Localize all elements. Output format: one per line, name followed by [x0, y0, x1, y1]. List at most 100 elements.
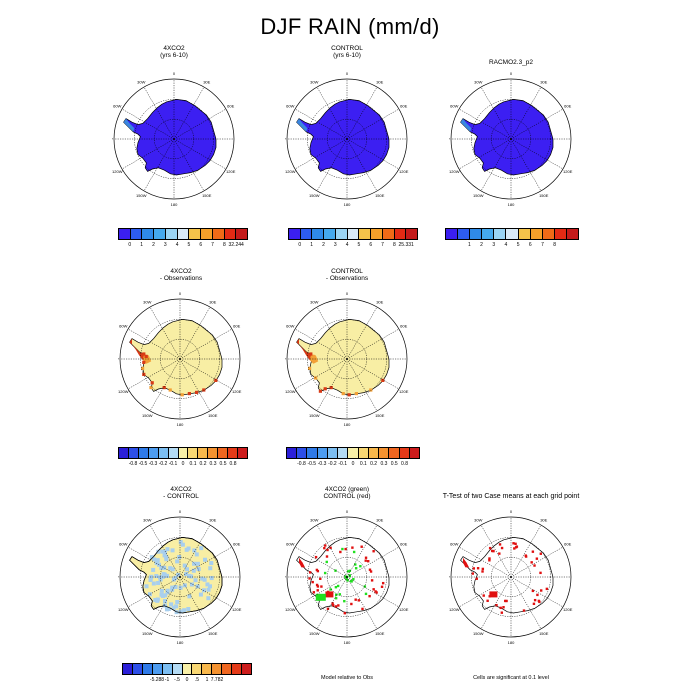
diff-cell — [203, 557, 208, 562]
sig-green-cell — [359, 565, 362, 568]
colorbar-cell — [128, 448, 139, 458]
diff-cell — [186, 607, 191, 612]
diff-cell — [158, 577, 163, 582]
colorbar-cell — [154, 229, 166, 239]
colorbar-tick-label: 0.3 — [380, 461, 388, 467]
sig-cell — [513, 547, 516, 550]
sig-cell — [308, 577, 311, 580]
colorbar-cell — [142, 664, 153, 674]
sig-cell — [350, 602, 353, 606]
colorbar-cell — [394, 229, 407, 239]
colorbar-cell — [236, 229, 248, 239]
colorbar-tick-label: 0.8 — [401, 461, 409, 467]
longitude-label: 30W — [143, 518, 151, 523]
panel-title: RACMO2.3_p2 — [488, 59, 534, 66]
sig-cell — [481, 567, 485, 571]
sig-cell — [325, 555, 329, 558]
sig-cell — [311, 580, 314, 584]
map-ttest: 030E60E90E120E150E180150W120W90W60W30W — [449, 509, 573, 645]
diff-cell — [182, 563, 187, 568]
sig-cell — [370, 579, 374, 582]
sig-cell — [360, 545, 363, 548]
colorbar-cell — [232, 664, 243, 674]
edge-cell — [309, 352, 313, 356]
colorbar-tick-label: -0.8 — [128, 461, 138, 467]
diff-cell — [170, 587, 175, 592]
longitude-label: 180 — [177, 422, 184, 427]
colorbar-cell — [152, 664, 163, 674]
sig-cell — [323, 546, 326, 550]
colorbar-4xco2-minus-obs: -0.8 -0.5 -0.3 -0.2 -0.1 0 0.1 0.2 0.3 0.5 0.8 — [118, 447, 248, 467]
colorbar-tick-label: 0 — [128, 242, 132, 248]
sig-cell — [491, 549, 494, 553]
sig-cell — [319, 577, 322, 581]
longitude-label: 150E — [208, 631, 218, 636]
grid-meridian — [121, 138, 175, 170]
colorbar-cell — [119, 229, 131, 239]
sig-cell — [320, 585, 323, 588]
continent — [123, 99, 217, 176]
diff-cell — [144, 584, 149, 589]
sig-cell — [535, 557, 539, 560]
sig-green-cell — [334, 569, 337, 572]
colorbar-cell — [494, 229, 507, 239]
diff-cell — [158, 575, 163, 580]
panel-title: T-Test of two Case means at each grid po… — [442, 493, 580, 500]
footnote-significance: Cells are significant at 0.1 level — [473, 675, 549, 681]
panel-title: 4XCO2- CONTROL — [163, 486, 199, 500]
edge-cell — [308, 366, 312, 370]
colorbar-racmo: 1 2 3 4 5 6 7 8 — [445, 228, 579, 248]
diff-cell — [194, 552, 199, 557]
colorbar-cell — [189, 229, 202, 239]
grid-meridian — [173, 138, 205, 192]
edge-cell — [149, 386, 153, 390]
sig-cell — [315, 583, 319, 587]
longitude-label: 60W — [286, 104, 294, 109]
sig-green-cell — [354, 563, 357, 566]
longitude-label: 90W — [118, 574, 119, 579]
longitude-label: 30E — [540, 80, 547, 85]
longitude-label: 120W — [118, 607, 129, 612]
colorbar-tick-label: -.5 — [174, 677, 180, 683]
sig-cell — [539, 552, 542, 555]
colorbar-cell — [368, 448, 380, 458]
sig-cell — [315, 568, 319, 572]
grid-meridian — [480, 138, 512, 192]
longitude-label: 90W — [449, 574, 450, 579]
sig-cell — [471, 572, 474, 575]
sig-green-cell — [352, 577, 355, 581]
colorbar-cell — [177, 229, 190, 239]
colorbar-4xco2: 0 1 2 3 4 5 6 7 8 32.244 — [118, 228, 248, 248]
continent — [129, 319, 223, 396]
diff-cell — [171, 577, 176, 582]
sig-cell — [368, 594, 371, 598]
edge-cell — [142, 360, 146, 364]
edge-cell — [341, 392, 345, 396]
colorbar-cells — [288, 228, 418, 240]
map-control-abs: 030E60E90E120E150E180150W120W90W60W30W — [285, 71, 409, 207]
colorbar-cell — [348, 448, 359, 458]
sig-green-cell — [338, 593, 342, 596]
grid-meridian — [121, 108, 175, 140]
longitude-label: 30W — [137, 80, 145, 85]
colorbar-cell — [242, 664, 251, 674]
longitude-label: 120W — [285, 607, 296, 612]
longitude-label: 60E — [227, 104, 234, 109]
sig-green-cell — [345, 578, 348, 581]
peninsula-patch — [296, 118, 308, 132]
colorbar-cell — [212, 229, 225, 239]
sig-cell — [369, 570, 373, 573]
longitude-label: 60E — [400, 104, 407, 109]
longitude-label: 60W — [286, 324, 294, 329]
colorbar-cell — [212, 664, 223, 674]
longitude-label: 30E — [376, 518, 383, 523]
colorbar-cell — [389, 448, 400, 458]
diff-cell — [208, 566, 213, 571]
longitude-label: 30E — [209, 300, 216, 305]
edge-red — [129, 338, 147, 361]
diff-cell — [169, 602, 174, 607]
diff-cell — [174, 604, 179, 609]
sig-cell — [308, 571, 312, 574]
sig-cell — [375, 591, 378, 594]
colorbar-cell — [406, 229, 418, 239]
